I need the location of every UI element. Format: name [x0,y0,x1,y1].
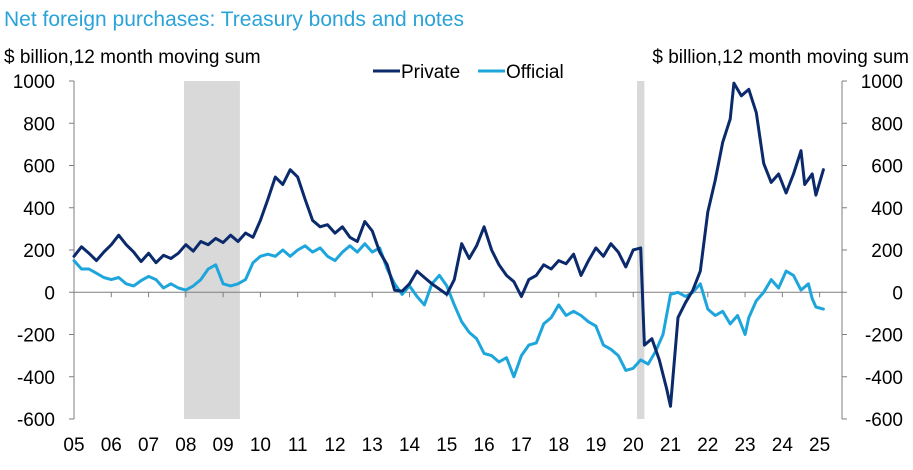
legend-label-private: Private [401,62,460,83]
right-y-tick-label: -200 [865,326,903,347]
x-tick-label: 18 [548,435,569,456]
right-y-tick-label: 200 [871,241,903,262]
x-tick-label: 24 [772,435,794,456]
x-tick-label: 12 [324,435,345,456]
x-tick-label: 11 [288,435,308,456]
x-tick-label: 09 [213,435,234,456]
left-y-tick-label: 1000 [13,72,55,93]
series-line-official [72,242,825,379]
left-y-tick-label: 800 [23,114,55,135]
x-tick-label: 05 [63,435,84,456]
axes [69,80,847,420]
legend: Private Official [373,62,564,83]
left-axis-unit-label: $ billion,12 month moving sum [4,47,261,68]
series-lines [72,81,825,408]
x-tick-label: 19 [585,435,606,456]
x-tick-label: 06 [101,435,122,456]
x-tick-label: 20 [623,435,644,456]
left-y-tick-label: 400 [23,199,55,220]
x-tick-label: 08 [175,435,196,456]
x-tick-label: 10 [250,435,271,456]
right-y-tick-label: 600 [871,157,903,178]
tick-labels: -600 -600 -400 -400 -200 -200 0 0 200 200 400 400 60… [13,72,903,456]
x-tick-label: 13 [362,435,383,456]
chart-title: Net foreign purchases: Treasury bonds an… [4,8,464,31]
x-tick-label: 25 [809,435,830,456]
x-tick-label: 16 [474,435,495,456]
left-y-tick-label: 0 [44,283,55,304]
left-y-tick-label: 600 [23,157,55,178]
x-tick-label: 14 [399,435,421,456]
x-tick-label: 17 [511,435,532,456]
x-tick-label: 21 [660,435,681,456]
left-y-tick-label: 200 [23,241,55,262]
series-line-private [72,81,825,408]
left-y-tick-label: -400 [17,368,55,389]
left-y-tick-label: -200 [17,326,55,347]
right-y-tick-label: 0 [892,283,903,304]
right-y-tick-label: 400 [871,199,903,220]
x-tick-label: 23 [734,435,755,456]
x-tick-label: 15 [436,435,457,456]
x-tick-label: 22 [697,435,718,456]
right-y-tick-label: 800 [871,114,903,135]
right-y-tick-label: -600 [865,410,903,431]
right-y-tick-label: -400 [865,368,903,389]
left-y-tick-label: -600 [17,410,55,431]
recession-shading [183,81,645,419]
right-axis-unit-label: $ billion,12 month moving sum [652,47,909,68]
right-y-tick-label: 1000 [861,72,903,93]
legend-label-official: Official [506,62,564,83]
x-tick-label: 07 [138,435,159,456]
